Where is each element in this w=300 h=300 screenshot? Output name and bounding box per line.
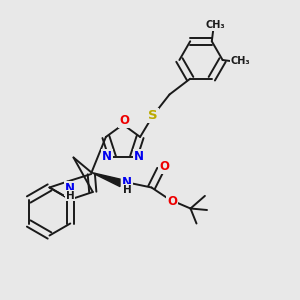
Text: S: S [148,109,158,122]
Text: CH₃: CH₃ [206,20,226,30]
Text: O: O [119,114,129,128]
Polygon shape [92,172,120,187]
Text: H: H [65,191,74,201]
Text: H: H [122,185,131,195]
Text: CH₃: CH₃ [231,56,250,67]
Text: N: N [102,150,112,163]
Text: O: O [159,160,169,173]
Text: N: N [65,182,75,195]
Text: N: N [122,176,132,189]
Text: O: O [167,195,177,208]
Text: N: N [134,150,144,163]
